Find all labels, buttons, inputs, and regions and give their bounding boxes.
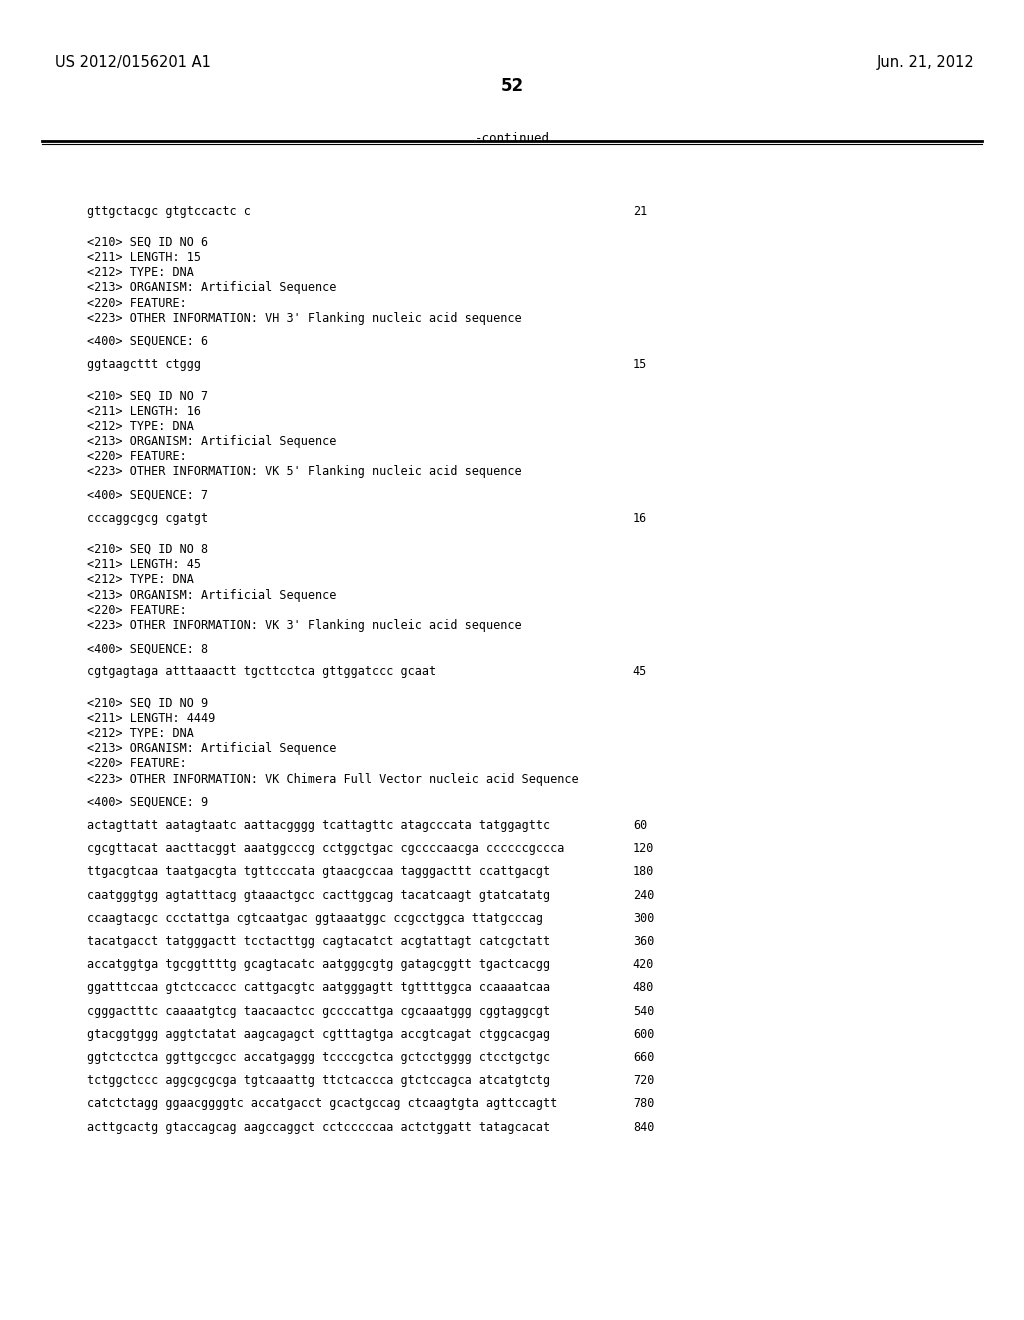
Text: cgggactttc caaaatgtcg taacaactcc gccccattga cgcaaatggg cggtaggcgt: cgggactttc caaaatgtcg taacaactcc gccccat… bbox=[87, 1005, 550, 1018]
Text: <211> LENGTH: 15: <211> LENGTH: 15 bbox=[87, 251, 201, 264]
Text: tctggctccc aggcgcgcga tgtcaaattg ttctcaccca gtctccagca atcatgtctg: tctggctccc aggcgcgcga tgtcaaattg ttctcac… bbox=[87, 1074, 550, 1088]
Text: 360: 360 bbox=[633, 935, 654, 948]
Text: 15: 15 bbox=[633, 358, 647, 371]
Text: tacatgacct tatgggactt tcctacttgg cagtacatct acgtattagt catcgctatt: tacatgacct tatgggactt tcctacttgg cagtaca… bbox=[87, 935, 550, 948]
Text: <400> SEQUENCE: 9: <400> SEQUENCE: 9 bbox=[87, 796, 208, 809]
Text: <213> ORGANISM: Artificial Sequence: <213> ORGANISM: Artificial Sequence bbox=[87, 742, 337, 755]
Text: -continued: -continued bbox=[474, 132, 550, 145]
Text: <220> FEATURE:: <220> FEATURE: bbox=[87, 450, 186, 463]
Text: <210> SEQ ID NO 8: <210> SEQ ID NO 8 bbox=[87, 543, 208, 556]
Text: ggtaagcttt ctggg: ggtaagcttt ctggg bbox=[87, 358, 201, 371]
Text: 52: 52 bbox=[501, 77, 523, 95]
Text: <211> LENGTH: 4449: <211> LENGTH: 4449 bbox=[87, 711, 215, 725]
Text: <220> FEATURE:: <220> FEATURE: bbox=[87, 297, 186, 310]
Text: cgcgttacat aacttacggt aaatggcccg cctggctgac cgccccaacga ccccccgccca: cgcgttacat aacttacggt aaatggcccg cctggct… bbox=[87, 842, 564, 855]
Text: 420: 420 bbox=[633, 958, 654, 972]
Text: US 2012/0156201 A1: US 2012/0156201 A1 bbox=[55, 55, 211, 70]
Text: 120: 120 bbox=[633, 842, 654, 855]
Text: caatgggtgg agtatttacg gtaaactgcc cacttggcag tacatcaagt gtatcatatg: caatgggtgg agtatttacg gtaaactgcc cacttgg… bbox=[87, 888, 550, 902]
Text: <212> TYPE: DNA: <212> TYPE: DNA bbox=[87, 573, 194, 586]
Text: 480: 480 bbox=[633, 981, 654, 994]
Text: 300: 300 bbox=[633, 912, 654, 925]
Text: ggatttccaa gtctccaccc cattgacgtc aatgggagtt tgttttggca ccaaaatcaa: ggatttccaa gtctccaccc cattgacgtc aatggga… bbox=[87, 981, 550, 994]
Text: <211> LENGTH: 45: <211> LENGTH: 45 bbox=[87, 558, 201, 572]
Text: 16: 16 bbox=[633, 512, 647, 525]
Text: <213> ORGANISM: Artificial Sequence: <213> ORGANISM: Artificial Sequence bbox=[87, 589, 337, 602]
Text: gtacggtggg aggtctatat aagcagagct cgtttagtga accgtcagat ctggcacgag: gtacggtggg aggtctatat aagcagagct cgtttag… bbox=[87, 1028, 550, 1040]
Text: <223> OTHER INFORMATION: VK 3' Flanking nucleic acid sequence: <223> OTHER INFORMATION: VK 3' Flanking … bbox=[87, 619, 521, 632]
Text: <212> TYPE: DNA: <212> TYPE: DNA bbox=[87, 267, 194, 280]
Text: 60: 60 bbox=[633, 818, 647, 832]
Text: <220> FEATURE:: <220> FEATURE: bbox=[87, 758, 186, 771]
Text: 240: 240 bbox=[633, 888, 654, 902]
Text: actagttatt aatagtaatc aattacgggg tcattagttc atagcccata tatggagttc: actagttatt aatagtaatc aattacgggg tcattag… bbox=[87, 818, 550, 832]
Text: <213> ORGANISM: Artificial Sequence: <213> ORGANISM: Artificial Sequence bbox=[87, 281, 337, 294]
Text: Jun. 21, 2012: Jun. 21, 2012 bbox=[877, 55, 974, 70]
Text: <220> FEATURE:: <220> FEATURE: bbox=[87, 603, 186, 616]
Text: <210> SEQ ID NO 7: <210> SEQ ID NO 7 bbox=[87, 389, 208, 403]
Text: 21: 21 bbox=[633, 205, 647, 218]
Text: 840: 840 bbox=[633, 1121, 654, 1134]
Text: 780: 780 bbox=[633, 1097, 654, 1110]
Text: <212> TYPE: DNA: <212> TYPE: DNA bbox=[87, 420, 194, 433]
Text: cgtgagtaga atttaaactt tgcttcctca gttggatccc gcaat: cgtgagtaga atttaaactt tgcttcctca gttggat… bbox=[87, 665, 436, 678]
Text: <400> SEQUENCE: 7: <400> SEQUENCE: 7 bbox=[87, 488, 208, 502]
Text: ttgacgtcaa taatgacgta tgttcccata gtaacgccaa tagggacttt ccattgacgt: ttgacgtcaa taatgacgta tgttcccata gtaacgc… bbox=[87, 866, 550, 878]
Text: gttgctacgc gtgtccactc c: gttgctacgc gtgtccactc c bbox=[87, 205, 251, 218]
Text: ccaagtacgc ccctattga cgtcaatgac ggtaaatggc ccgcctggca ttatgcccag: ccaagtacgc ccctattga cgtcaatgac ggtaaatg… bbox=[87, 912, 543, 925]
Text: <212> TYPE: DNA: <212> TYPE: DNA bbox=[87, 727, 194, 741]
Text: accatggtga tgcggttttg gcagtacatc aatgggcgtg gatagcggtt tgactcacgg: accatggtga tgcggttttg gcagtacatc aatgggc… bbox=[87, 958, 550, 972]
Text: <400> SEQUENCE: 8: <400> SEQUENCE: 8 bbox=[87, 643, 208, 655]
Text: cccaggcgcg cgatgt: cccaggcgcg cgatgt bbox=[87, 512, 208, 525]
Text: catctctagg ggaacggggtc accatgacct gcactgccag ctcaagtgta agttccagtt: catctctagg ggaacggggtc accatgacct gcactg… bbox=[87, 1097, 557, 1110]
Text: <400> SEQUENCE: 6: <400> SEQUENCE: 6 bbox=[87, 335, 208, 348]
Text: acttgcactg gtaccagcag aagccaggct cctcccccaa actctggatt tatagcacat: acttgcactg gtaccagcag aagccaggct cctcccc… bbox=[87, 1121, 550, 1134]
Text: <210> SEQ ID NO 9: <210> SEQ ID NO 9 bbox=[87, 697, 208, 710]
Text: 45: 45 bbox=[633, 665, 647, 678]
Text: <223> OTHER INFORMATION: VK Chimera Full Vector nucleic acid Sequence: <223> OTHER INFORMATION: VK Chimera Full… bbox=[87, 772, 579, 785]
Text: 720: 720 bbox=[633, 1074, 654, 1088]
Text: ggtctcctca ggttgccgcc accatgaggg tccccgctca gctcctgggg ctcctgctgc: ggtctcctca ggttgccgcc accatgaggg tccccgc… bbox=[87, 1051, 550, 1064]
Text: <211> LENGTH: 16: <211> LENGTH: 16 bbox=[87, 405, 201, 417]
Text: 540: 540 bbox=[633, 1005, 654, 1018]
Text: 600: 600 bbox=[633, 1028, 654, 1040]
Text: <223> OTHER INFORMATION: VK 5' Flanking nucleic acid sequence: <223> OTHER INFORMATION: VK 5' Flanking … bbox=[87, 466, 521, 478]
Text: <213> ORGANISM: Artificial Sequence: <213> ORGANISM: Artificial Sequence bbox=[87, 436, 337, 447]
Text: <210> SEQ ID NO 6: <210> SEQ ID NO 6 bbox=[87, 236, 208, 248]
Text: <223> OTHER INFORMATION: VH 3' Flanking nucleic acid sequence: <223> OTHER INFORMATION: VH 3' Flanking … bbox=[87, 312, 521, 325]
Text: 660: 660 bbox=[633, 1051, 654, 1064]
Text: 180: 180 bbox=[633, 866, 654, 878]
